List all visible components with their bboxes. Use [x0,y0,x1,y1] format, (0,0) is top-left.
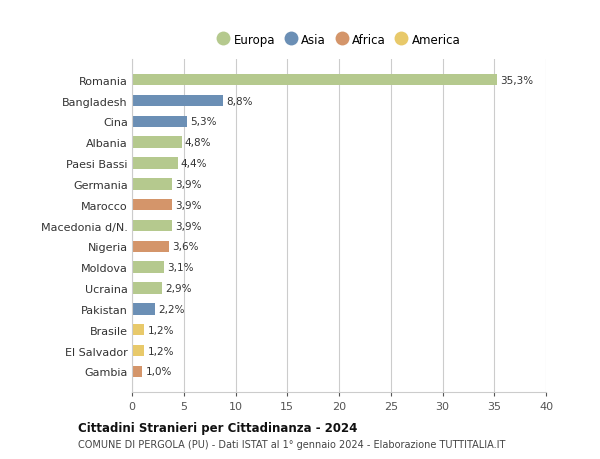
Bar [132,325,145,336]
Bar [132,95,223,107]
Bar [132,220,172,232]
Text: 1,0%: 1,0% [145,367,172,376]
Bar [132,345,145,357]
Text: 8,8%: 8,8% [226,96,253,106]
Bar [132,303,155,315]
Text: 3,6%: 3,6% [172,242,199,252]
Text: 5,3%: 5,3% [190,117,217,127]
Text: 1,2%: 1,2% [148,346,174,356]
Bar [132,117,187,128]
Bar [132,283,162,294]
Text: 3,9%: 3,9% [175,200,202,210]
Legend: Europa, Asia, Africa, America: Europa, Asia, Africa, America [212,29,466,51]
Text: 4,8%: 4,8% [185,138,211,148]
Bar [132,75,497,86]
Text: 3,9%: 3,9% [175,221,202,231]
Text: 2,2%: 2,2% [158,304,184,314]
Bar [132,241,169,252]
Text: 4,4%: 4,4% [181,159,207,168]
Text: 1,2%: 1,2% [148,325,174,335]
Text: 3,1%: 3,1% [167,263,194,273]
Bar [132,262,164,274]
Bar [132,137,182,149]
Bar [132,200,172,211]
Bar [132,179,172,190]
Bar [132,366,142,377]
Text: COMUNE DI PERGOLA (PU) - Dati ISTAT al 1° gennaio 2024 - Elaborazione TUTTITALIA: COMUNE DI PERGOLA (PU) - Dati ISTAT al 1… [78,440,505,449]
Bar [132,158,178,169]
Text: 3,9%: 3,9% [175,179,202,190]
Text: Cittadini Stranieri per Cittadinanza - 2024: Cittadini Stranieri per Cittadinanza - 2… [78,421,358,435]
Text: 35,3%: 35,3% [500,76,533,85]
Text: 2,9%: 2,9% [165,284,191,293]
